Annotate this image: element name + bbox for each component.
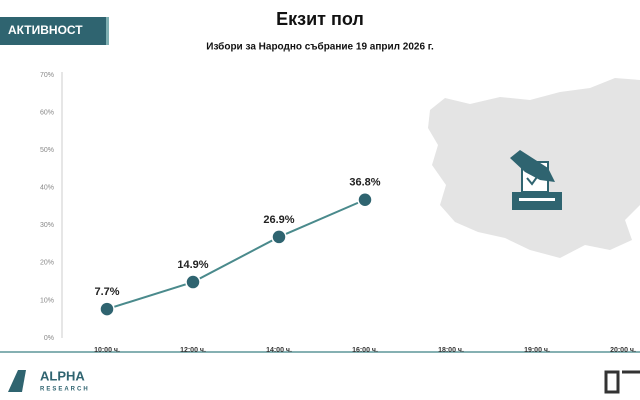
bnt-logo xyxy=(604,370,640,394)
value-label: 36.8% xyxy=(349,177,380,189)
x-tick-label: 18:00 ч. xyxy=(438,347,464,354)
badge-bg xyxy=(0,17,106,45)
x-tick-label: 14:00 ч. xyxy=(266,347,292,354)
y-tick-label: 10% xyxy=(40,297,54,304)
value-label: 26.9% xyxy=(263,214,294,226)
x-tick-label: 10:00 ч. xyxy=(94,347,120,354)
y-tick-label: 20% xyxy=(40,260,54,267)
y-tick-label: 30% xyxy=(40,222,54,229)
marker xyxy=(99,301,115,317)
badge-edge xyxy=(106,17,109,45)
x-tick-label: 20:00 ч. xyxy=(610,347,636,354)
y-tick-label: 70% xyxy=(40,72,54,79)
logo-sub: RESEARCH xyxy=(40,387,90,393)
x-tick-label: 19:00 ч. xyxy=(524,347,550,354)
line xyxy=(106,198,366,311)
value-label: 7.7% xyxy=(94,286,119,298)
y-tick-label: 60% xyxy=(40,109,54,116)
y-tick-label: 50% xyxy=(40,147,54,154)
logo-name: ALPHA xyxy=(40,368,85,383)
logo-icon xyxy=(8,370,26,392)
chart-subtitle: Избори за Народно събрание 19 април 2026… xyxy=(206,41,434,53)
y-tick-label: 0% xyxy=(44,335,54,342)
marker xyxy=(185,274,201,290)
x-tick-label: 16:00 ч. xyxy=(352,347,378,354)
chart-title: Екзит пол xyxy=(276,9,364,29)
ballot-slot xyxy=(519,198,555,201)
marker xyxy=(271,229,287,245)
y-tick-label: 40% xyxy=(40,185,54,192)
hand xyxy=(510,150,555,182)
badge: АКТИВНОСТ xyxy=(8,23,83,37)
x-tick-label: 12:00 ч. xyxy=(180,347,206,354)
map xyxy=(428,78,640,258)
value-label: 14.9% xyxy=(177,259,208,271)
marker xyxy=(357,191,373,208)
